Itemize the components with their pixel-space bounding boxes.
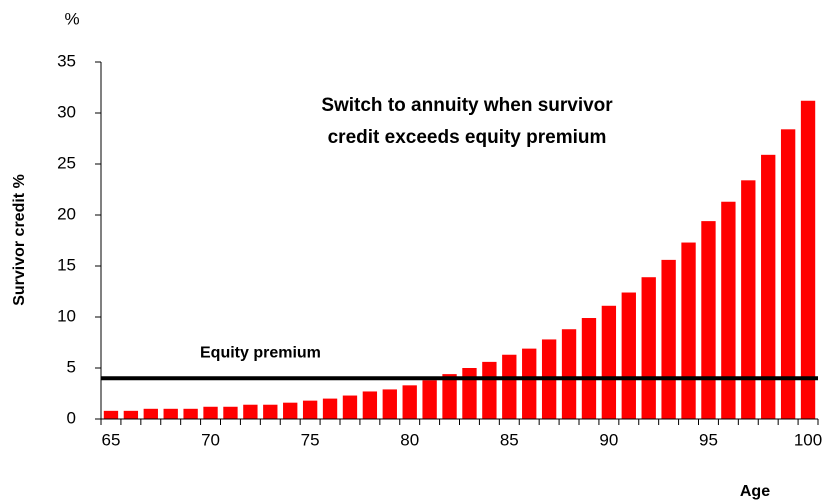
bar — [522, 348, 537, 419]
bar — [402, 385, 417, 419]
bar — [780, 129, 796, 419]
bar — [741, 180, 756, 419]
bar — [482, 361, 497, 419]
bar — [721, 201, 736, 419]
y-tick-label: 5 — [67, 357, 76, 376]
y-tick-label: 35 — [57, 51, 76, 70]
y-tick-label: 0 — [67, 408, 76, 427]
x-tick-label: 65 — [101, 430, 120, 449]
bar — [462, 368, 477, 419]
bar — [502, 354, 517, 419]
bar — [283, 402, 298, 419]
unit-label: % — [64, 9, 79, 28]
annotation: Switch to annuity when survivor — [321, 95, 613, 116]
y-axis-label: Survivor credit % — [11, 174, 28, 306]
bar — [382, 389, 397, 419]
bar — [183, 408, 198, 419]
bar — [103, 410, 119, 419]
x-tick-label: 70 — [201, 430, 220, 449]
bar — [342, 395, 358, 419]
bar — [800, 100, 816, 419]
bar — [621, 292, 636, 419]
bar — [701, 221, 716, 419]
bar — [143, 408, 158, 419]
bar — [601, 305, 617, 419]
x-axis-label: Age — [740, 483, 770, 500]
x-tick-label: 80 — [400, 430, 419, 449]
bar — [203, 406, 218, 419]
bar — [422, 380, 437, 419]
y-tick-label: 10 — [57, 306, 76, 325]
y-tick-label: 25 — [57, 153, 76, 172]
bar — [223, 406, 238, 419]
bar — [761, 154, 776, 419]
bar — [302, 400, 318, 419]
bar — [641, 277, 656, 419]
bar — [681, 242, 696, 419]
reference-label: Equity premium — [200, 344, 321, 361]
bar — [442, 374, 457, 419]
bar — [322, 398, 338, 419]
x-tick-label: 75 — [301, 430, 320, 449]
y-tick-label: 20 — [57, 204, 76, 223]
y-tick-label: 15 — [57, 255, 76, 274]
bar — [243, 404, 258, 419]
x-tick-label: 90 — [599, 430, 618, 449]
bar — [163, 408, 178, 419]
x-tick-label: 95 — [699, 430, 718, 449]
bar — [123, 410, 139, 419]
x-tick-label: 100 — [794, 430, 822, 449]
bar — [362, 391, 378, 419]
bar — [581, 318, 597, 419]
annotation: credit exceeds equity premium — [328, 127, 607, 148]
y-tick-label: 30 — [57, 102, 76, 121]
bar — [263, 404, 278, 419]
bar — [561, 329, 577, 419]
x-tick-label: 85 — [500, 430, 519, 449]
bar — [661, 259, 676, 419]
